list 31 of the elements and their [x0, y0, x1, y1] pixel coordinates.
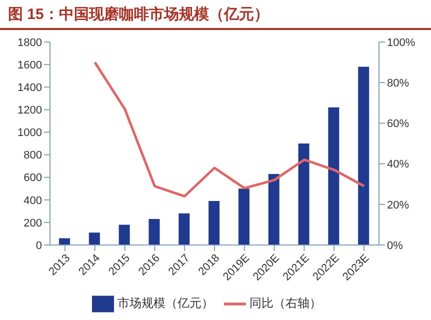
bar: [298, 144, 310, 245]
y2-tick-label: 0%: [387, 240, 404, 252]
bar: [148, 219, 160, 245]
legend-label: 同比（右轴）: [250, 296, 322, 310]
bar: [178, 213, 190, 245]
bar: [268, 174, 280, 245]
y-tick-label: 1200: [18, 104, 42, 117]
line-series: [94, 61, 366, 198]
y-tick-label: 1800: [18, 36, 42, 49]
bar: [118, 224, 130, 245]
bar: [238, 188, 250, 245]
bar: [88, 232, 100, 245]
bar: [59, 238, 70, 245]
y-tick-label: 400: [24, 194, 42, 207]
bar: [328, 107, 340, 245]
y-tick-label: 1600: [18, 59, 42, 72]
y-tick-label: 1400: [18, 82, 42, 94]
y-tick-label: 600: [24, 172, 42, 184]
bar: [208, 201, 220, 245]
y-tick-label: 0: [36, 240, 42, 252]
legend-label: 市场规模（亿元）: [118, 296, 214, 310]
chart-title: 图 15：中国现磨咖啡市场规模（亿元）: [0, 0, 431, 30]
y2-tick-label: 100%: [387, 36, 416, 49]
y2-tick-label: 40%: [387, 158, 410, 171]
y-tick-label: 1000: [18, 127, 42, 140]
y-tick-label: 800: [24, 150, 42, 162]
y-tick-label: 200: [24, 217, 42, 230]
bar: [358, 66, 370, 245]
y2-tick-label: 60%: [387, 118, 410, 130]
y2-tick-label: 80%: [387, 78, 410, 90]
y2-tick-label: 20%: [387, 199, 410, 212]
